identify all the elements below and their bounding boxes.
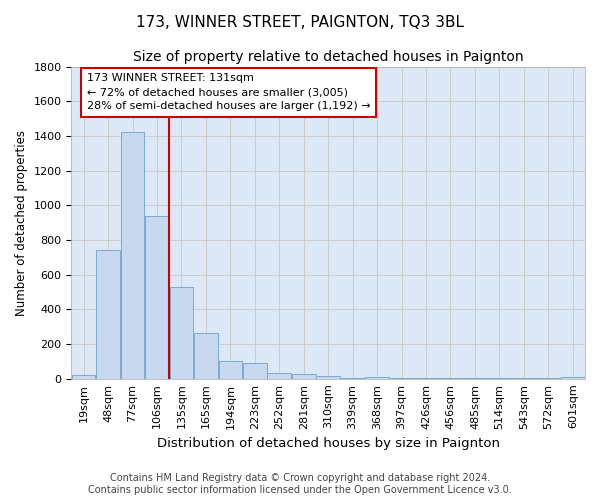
Bar	[72, 376, 95, 379]
Bar	[365, 377, 389, 379]
Text: Contains HM Land Registry data © Crown copyright and database right 2024.
Contai: Contains HM Land Registry data © Crown c…	[88, 474, 512, 495]
Y-axis label: Number of detached properties: Number of detached properties	[15, 130, 28, 316]
X-axis label: Distribution of detached houses by size in Paignton: Distribution of detached houses by size …	[157, 437, 500, 450]
Bar	[96, 250, 120, 379]
Bar	[316, 376, 340, 379]
Bar	[218, 360, 242, 379]
Bar	[121, 132, 145, 379]
Bar	[561, 377, 584, 379]
Bar	[170, 287, 193, 379]
Text: 173 WINNER STREET: 131sqm
← 72% of detached houses are smaller (3,005)
28% of se: 173 WINNER STREET: 131sqm ← 72% of detac…	[86, 74, 370, 112]
Bar	[292, 374, 316, 379]
Bar	[243, 363, 266, 379]
Bar	[194, 333, 218, 379]
Bar	[145, 216, 169, 379]
Text: 173, WINNER STREET, PAIGNTON, TQ3 3BL: 173, WINNER STREET, PAIGNTON, TQ3 3BL	[136, 15, 464, 30]
Bar	[268, 372, 291, 379]
Title: Size of property relative to detached houses in Paignton: Size of property relative to detached ho…	[133, 50, 524, 64]
